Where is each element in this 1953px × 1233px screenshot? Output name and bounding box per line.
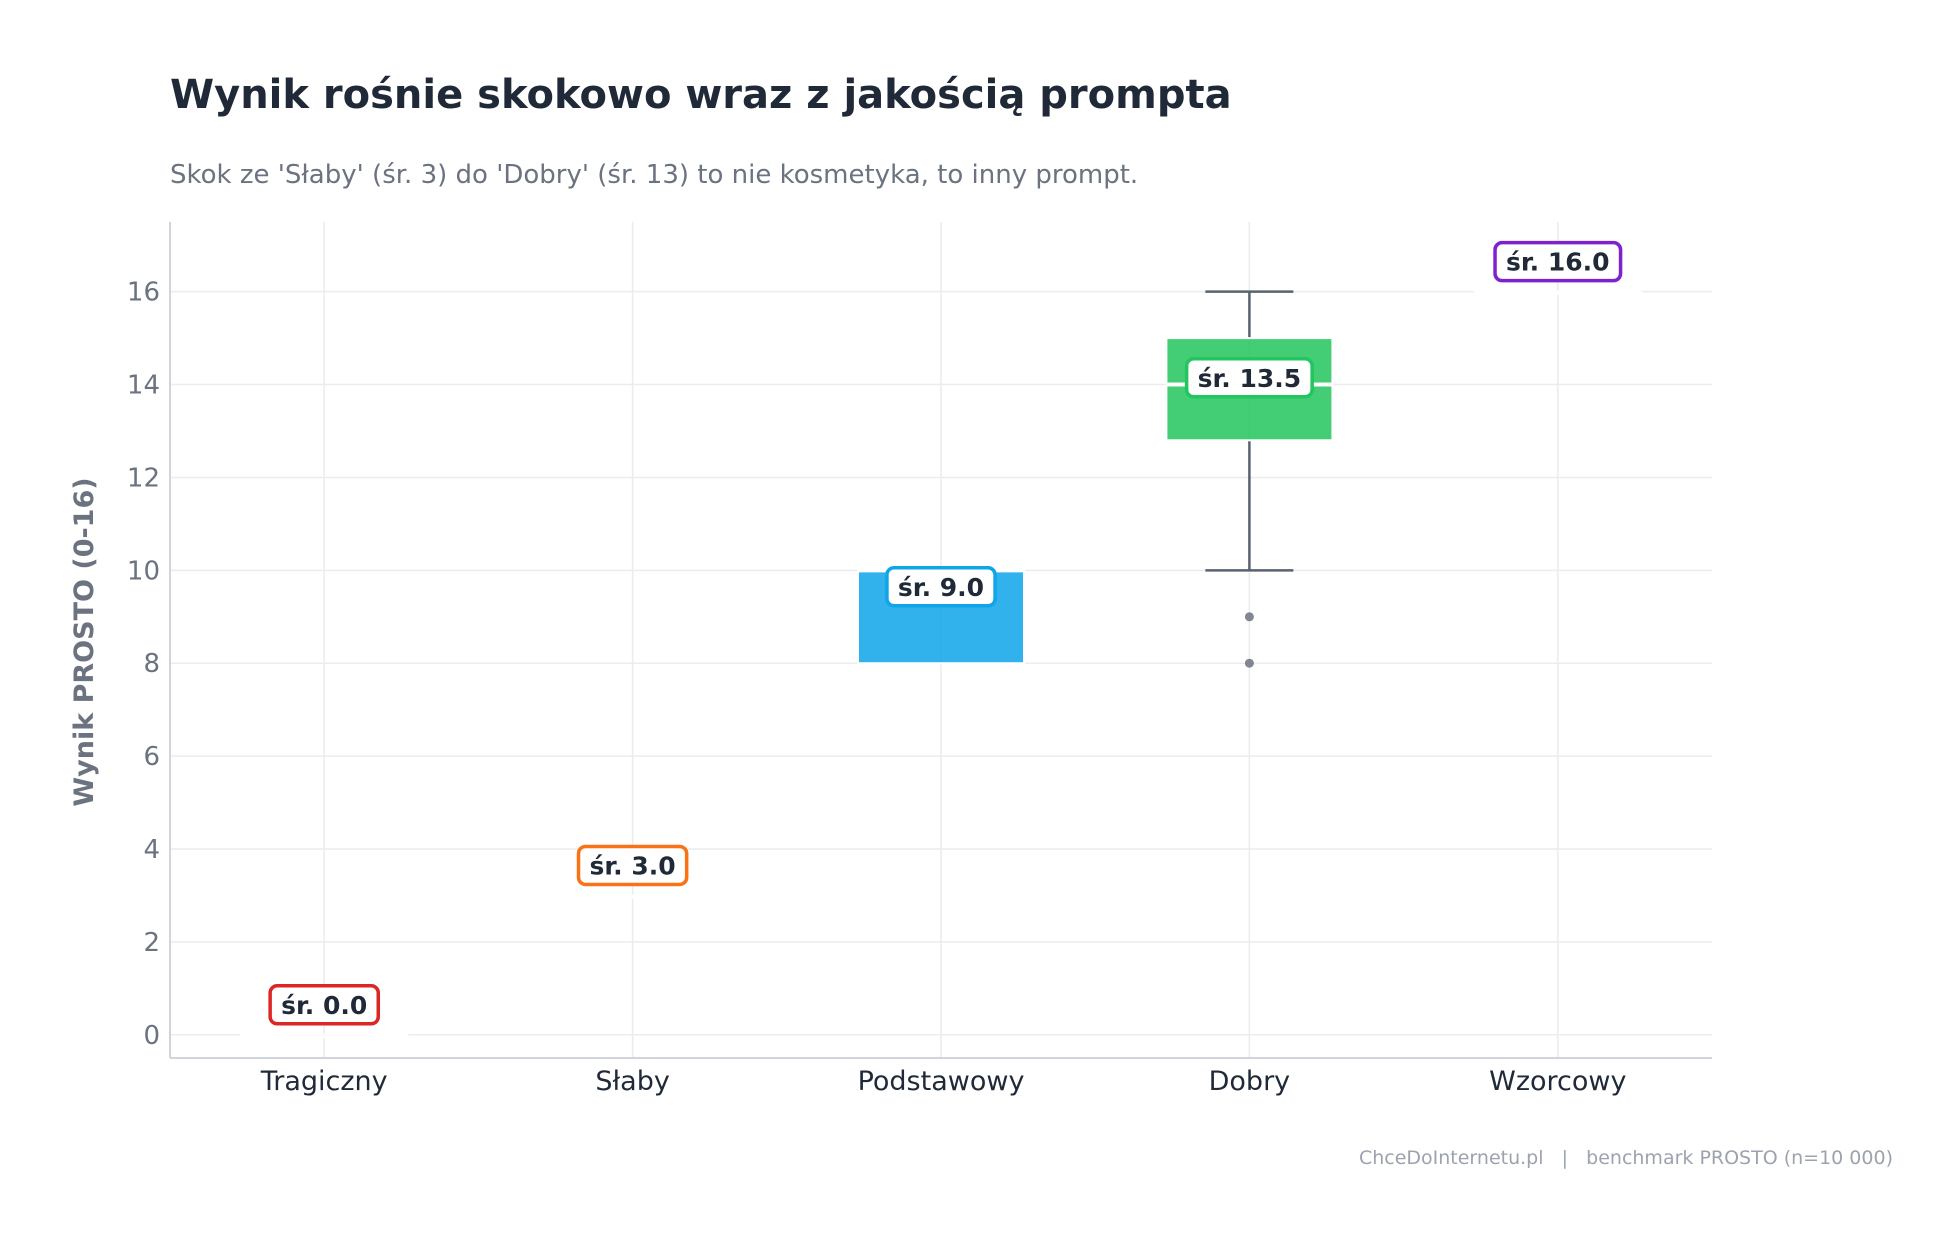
mean-label-text: śr. 3.0 [590, 851, 676, 880]
y-axis-label: Wynik PROSTO (0-16) [69, 477, 100, 806]
mean-label-box [1184, 357, 1314, 399]
mean-label-text: śr. 16.0 [1506, 248, 1610, 277]
box-słaby [548, 894, 717, 899]
outlier-point [1244, 612, 1254, 622]
x-tick-labels: Tragiczny Słaby Podstawowy Dobry Wzorcowy [260, 1066, 1627, 1097]
y-tick-label: 4 [143, 835, 160, 865]
box-wzorcowy [1473, 290, 1642, 295]
chart-footer: ChceDoInternetu.pl | benchmark PROSTO (n… [1359, 1147, 1893, 1169]
axes [169, 222, 1712, 1059]
y-tick-label: 10 [127, 556, 160, 586]
mean-label-text: śr. 0.0 [281, 991, 367, 1020]
x-tick-label: Tragiczny [260, 1066, 388, 1097]
y-tick-label: 8 [143, 649, 160, 679]
y-tick-label: 6 [143, 742, 160, 772]
x-tick-label: Dobry [1209, 1066, 1291, 1097]
mean-label-box [1493, 240, 1623, 283]
mean-label-box [268, 984, 381, 1026]
x-tick-label: Słaby [595, 1066, 669, 1097]
y-tick-label: 12 [127, 463, 160, 493]
mean-label: śr. 9.0 [885, 566, 997, 608]
mean-label-text: śr. 9.0 [898, 573, 984, 602]
mean-label-text: śr. 13.5 [1198, 364, 1302, 393]
y-tick-labels: 0 2 4 6 8 10 12 14 16 [127, 278, 160, 1051]
mean-label-box [576, 844, 689, 887]
y-tick-label: 0 [143, 1021, 160, 1051]
y-tick-label: 14 [127, 371, 160, 401]
y-tick-label: 2 [143, 928, 160, 958]
mean-label-box [885, 566, 997, 608]
x-tick-label: Wzorcowy [1489, 1066, 1626, 1097]
mean-label: śr. 13.5 [1184, 357, 1314, 399]
mean-label: śr. 3.0 [576, 844, 689, 887]
grid-lines [170, 222, 1712, 1058]
mean-label: śr. 0.0 [268, 984, 381, 1026]
outlier-point [1244, 658, 1254, 668]
y-tick-label: 16 [127, 278, 160, 308]
x-tick-label: Podstawowy [858, 1066, 1025, 1097]
mean-label: śr. 16.0 [1493, 240, 1623, 283]
mean-labels: śr. 0.0 śr. 3.0 śr. 9.0 śr. 13.5 śr. 16.0 [268, 240, 1623, 1026]
box-tragiczny [240, 1033, 409, 1038]
chart-subtitle: Skok ze 'Słaby' (śr. 3) do 'Dobry' (śr. … [170, 160, 1138, 190]
chart-title: Wynik rośnie skokowo wraz z jakością pro… [170, 72, 1232, 118]
outliers [1244, 612, 1254, 668]
